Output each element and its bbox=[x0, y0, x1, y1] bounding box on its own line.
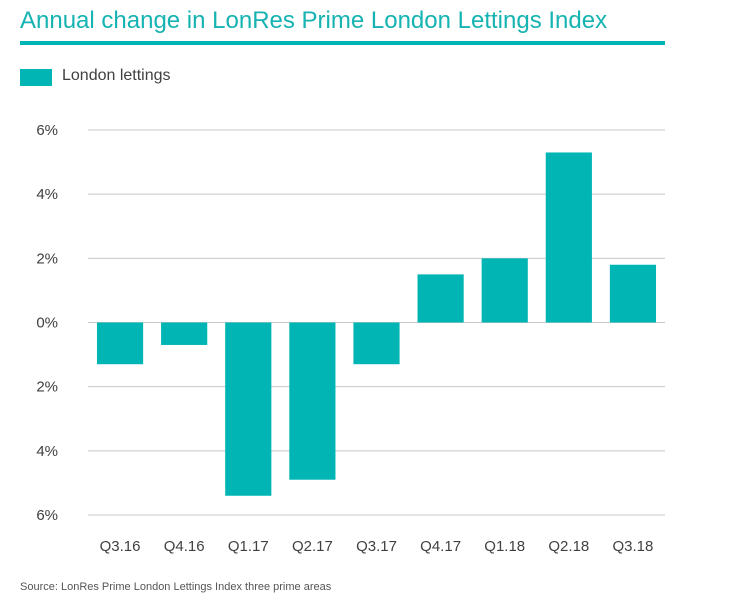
legend-label: London lettings bbox=[62, 67, 171, 84]
y-tick-label: 0% bbox=[36, 315, 58, 332]
y-tick-label: 2% bbox=[36, 250, 58, 267]
x-axis-ticks: Q3.16 Q4.16 Q1.17 Q2.17 Q3.17 Q4.17 Q1.18 Q2.18… bbox=[100, 538, 654, 555]
bar-q1-17 bbox=[225, 322, 272, 496]
y-axis-ticks: 6% 4% 2% 0% 2% 4% 6% bbox=[36, 122, 58, 524]
bar-q3-18 bbox=[609, 264, 657, 323]
x-tick-label: Q3.17 bbox=[356, 538, 397, 555]
x-tick-label: Q2.17 bbox=[292, 538, 333, 555]
y-tick-label: 2% bbox=[36, 379, 58, 396]
y-tick-label: 4% bbox=[36, 186, 58, 203]
bar-q3-16 bbox=[96, 322, 144, 365]
bar-q1-18 bbox=[481, 258, 528, 323]
x-tick-label: Q4.17 bbox=[420, 538, 461, 555]
y-tick-label: 6% bbox=[36, 507, 58, 524]
bar-chart: 6% 4% 2% 0% 2% 4% 6% Q3.16 Q4.16 Q1.17 Q2.17 Q3.17… bbox=[36, 122, 665, 555]
bar-q4-17 bbox=[417, 274, 464, 323]
x-tick-label: Q2.18 bbox=[548, 538, 589, 555]
x-tick-label: Q4.16 bbox=[164, 538, 205, 555]
bar-q2-18 bbox=[545, 152, 592, 323]
x-tick-label: Q3.18 bbox=[613, 538, 654, 555]
x-tick-label: Q3.16 bbox=[100, 538, 141, 555]
bar-q4-16 bbox=[161, 322, 208, 345]
bar-q2-17 bbox=[289, 322, 336, 480]
legend-swatch bbox=[20, 69, 52, 86]
bar-q3-17 bbox=[353, 322, 400, 365]
chart-title: Annual change in LonRes Prime London Let… bbox=[20, 7, 608, 34]
x-tick-label: Q1.17 bbox=[228, 538, 269, 555]
x-tick-label: Q1.18 bbox=[484, 538, 525, 555]
y-tick-label: 6% bbox=[36, 122, 58, 139]
source-note: Source: LonRes Prime London Lettings Ind… bbox=[20, 581, 332, 593]
title-underline bbox=[20, 41, 665, 45]
y-tick-label: 4% bbox=[36, 443, 58, 460]
bars bbox=[96, 152, 657, 496]
